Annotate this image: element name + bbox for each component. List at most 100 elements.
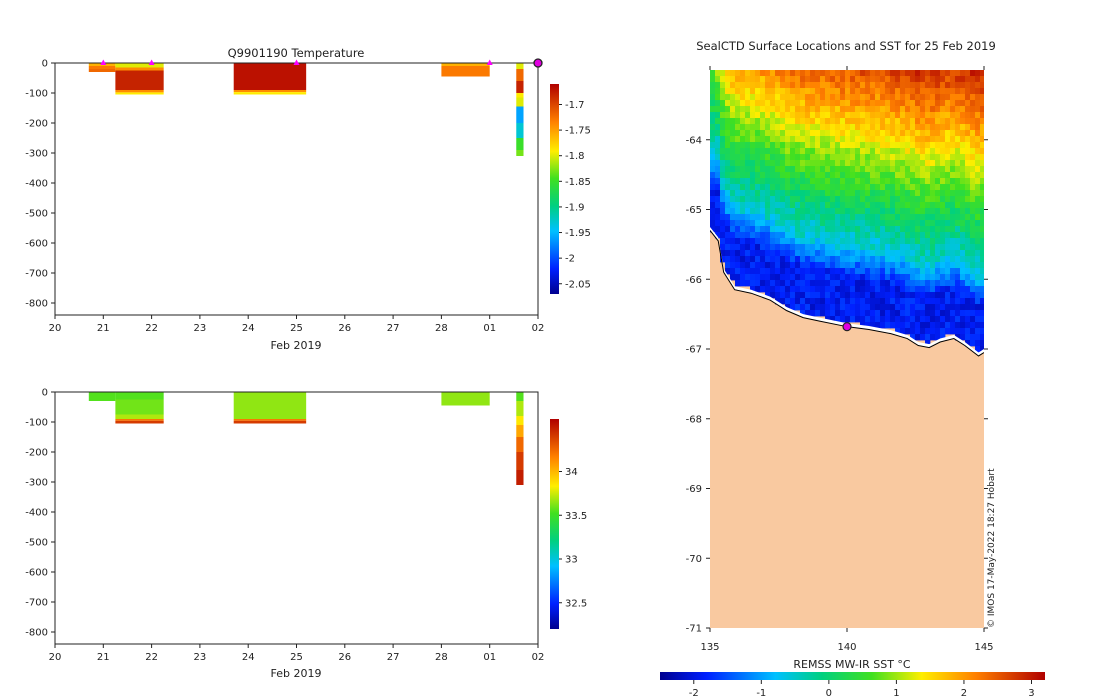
sst-cell [940, 70, 946, 77]
sst-cell [725, 268, 731, 275]
sst-cell [815, 172, 821, 179]
sst-cell [850, 154, 856, 161]
sst-cell [795, 142, 801, 149]
sst-cell [980, 196, 984, 203]
sst-cell [970, 124, 976, 131]
sst-cell [980, 124, 984, 131]
sst-cell [910, 208, 916, 215]
sst-cell [850, 286, 856, 293]
sst-colorbar-tick-label: 3 [1028, 688, 1034, 699]
sst-cell [975, 328, 981, 335]
sst-cell [895, 208, 901, 215]
sst-cell [920, 82, 926, 89]
sst-cell [930, 310, 936, 317]
sst-cell [850, 304, 856, 311]
sst-cell [775, 160, 781, 167]
sst-cell [810, 256, 816, 263]
sst-cell [920, 88, 926, 95]
sst-cell [885, 148, 891, 155]
sst-cell [755, 232, 761, 239]
sst-cell [935, 232, 941, 239]
sst-cell [795, 244, 801, 251]
sst-cell [755, 250, 761, 257]
sst-cell [805, 118, 811, 125]
sst-cell [965, 166, 971, 173]
sst-cell [710, 160, 716, 167]
sst-cell [780, 94, 786, 101]
sst-cell [820, 238, 826, 245]
profile-4-layer-5 [516, 452, 524, 470]
sst-cell [875, 298, 881, 305]
profile-2-layer-2 [233, 92, 307, 95]
sst-cell [935, 88, 941, 95]
sst-cell [880, 190, 886, 197]
sst-cell [980, 94, 984, 101]
sst-cell [880, 148, 886, 155]
sst-cell [940, 268, 946, 275]
sst-cell [715, 166, 721, 173]
sst-cell [960, 154, 966, 161]
sst-cell [825, 238, 831, 245]
sst-cell [840, 232, 846, 239]
sst-cell [840, 94, 846, 101]
sst-cell [815, 232, 821, 239]
sst-cell [880, 100, 886, 107]
sst-cell [835, 304, 841, 311]
sst-cell [835, 112, 841, 119]
sst-cell [930, 286, 936, 293]
sst-cell [940, 220, 946, 227]
sst-cell [730, 160, 736, 167]
sst-cell [980, 208, 984, 215]
sst-cell [840, 244, 846, 251]
sst-cell [800, 136, 806, 143]
sst-cell [840, 130, 846, 137]
sst-cell [855, 250, 861, 257]
sst-cell [750, 220, 756, 227]
sst-cell [950, 160, 956, 167]
sst-cell [900, 196, 906, 203]
sst-cell [840, 298, 846, 305]
sst-cell [935, 100, 941, 107]
sst-cell [950, 70, 956, 77]
sst-cell [940, 184, 946, 191]
sst-cell [805, 214, 811, 221]
sst-cell [870, 304, 876, 311]
sst-cell [775, 106, 781, 113]
sst-cell [810, 184, 816, 191]
sst-cell [925, 310, 931, 317]
sst-cell [925, 208, 931, 215]
sst-cell [860, 82, 866, 89]
sst-cell [740, 88, 746, 95]
sst-cell [865, 106, 871, 113]
sst-cell [905, 88, 911, 95]
sst-cell [725, 226, 731, 233]
sst-cell [865, 316, 871, 323]
sst-cell [825, 76, 831, 83]
sst-cell [860, 124, 866, 131]
sst-cell [930, 190, 936, 197]
profile-2-layer-2 [233, 420, 307, 424]
sst-cell [955, 304, 961, 311]
sst-cell [880, 256, 886, 263]
sst-cell [980, 82, 984, 89]
sst-cell [855, 94, 861, 101]
sst-cell [755, 208, 761, 215]
sst-cell [850, 178, 856, 185]
sst-cell [930, 268, 936, 275]
sst-cell [735, 202, 741, 209]
sst-cell [710, 88, 716, 95]
sst-cell [970, 274, 976, 281]
sst-cell [925, 136, 931, 143]
sst-cell [980, 316, 984, 323]
sst-cell [920, 130, 926, 137]
sst-cell [895, 292, 901, 299]
sst-cell [845, 220, 851, 227]
sst-cell [930, 316, 936, 323]
sst-cell [980, 346, 984, 353]
sst-cell [965, 184, 971, 191]
sst-cell [745, 154, 751, 161]
sst-cell [945, 304, 951, 311]
sst-cell [855, 298, 861, 305]
sst-cell [875, 286, 881, 293]
sst-cell [760, 100, 766, 107]
